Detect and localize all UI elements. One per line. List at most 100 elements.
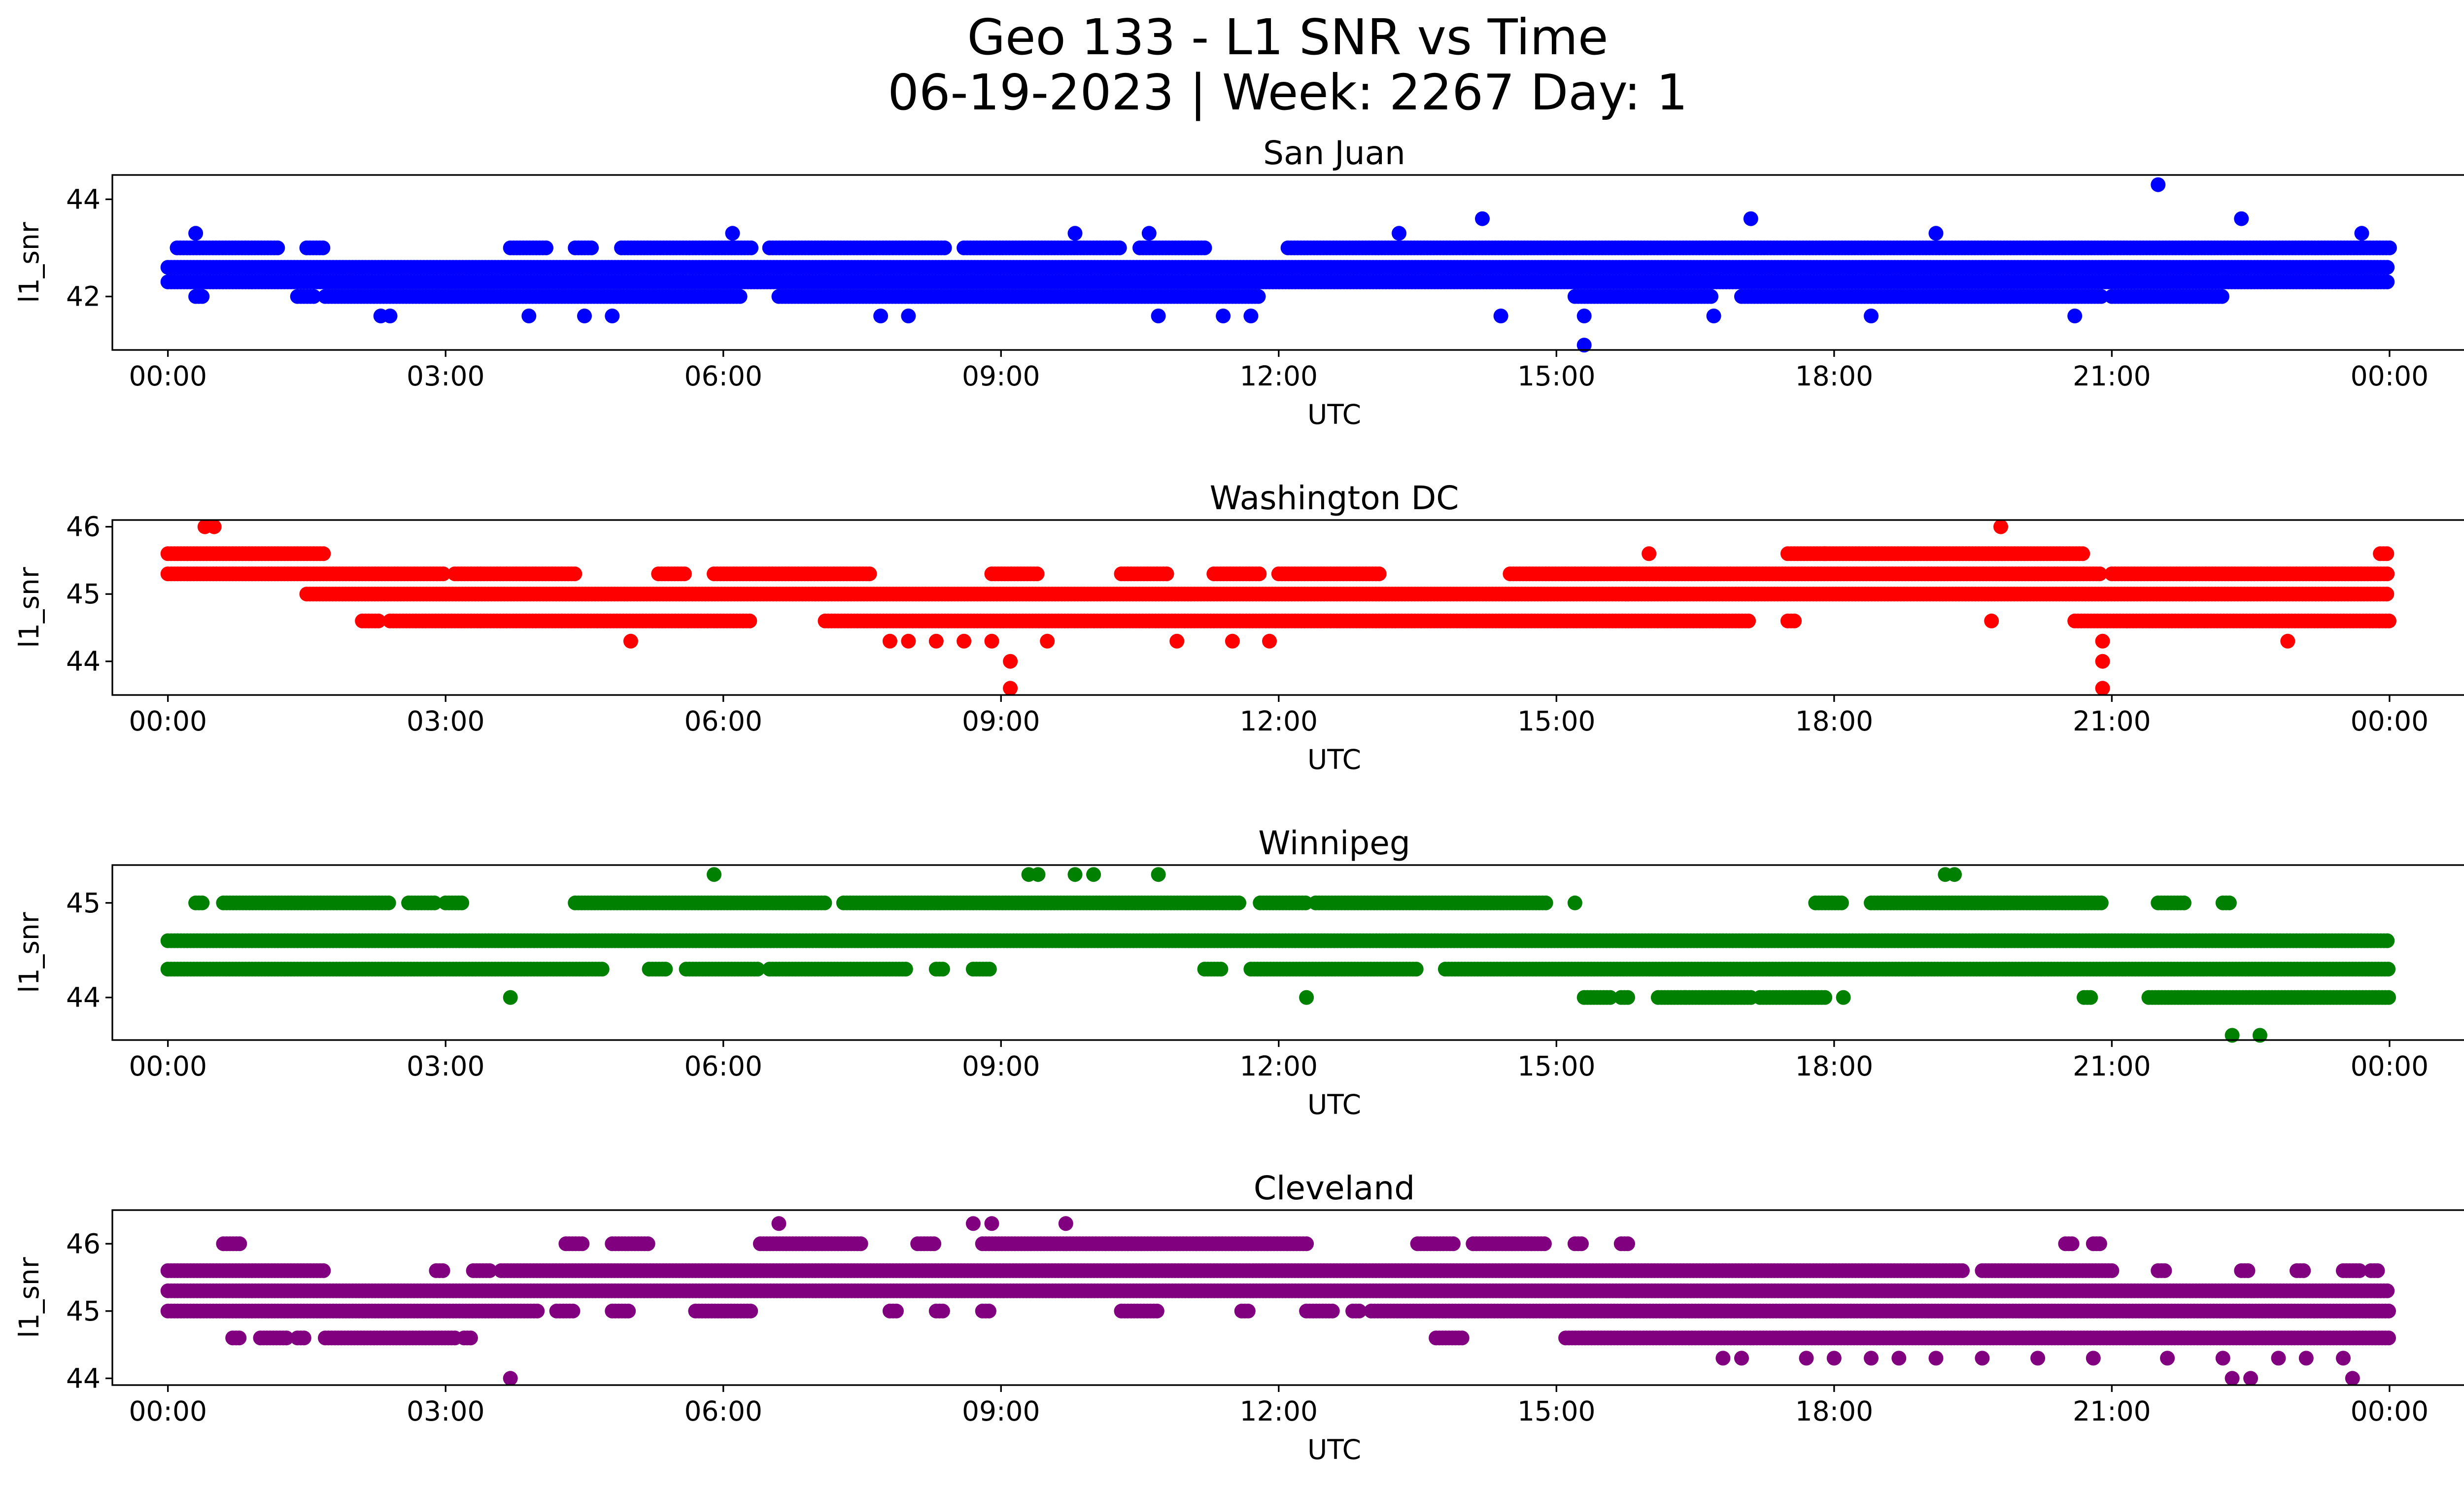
data-point xyxy=(2095,633,2110,649)
data-point xyxy=(2067,309,2083,323)
x-tick-label: 15:00 xyxy=(1517,360,1596,392)
data-point xyxy=(1141,226,1157,241)
data-point xyxy=(2379,587,2395,602)
data-point xyxy=(1225,633,1240,649)
data-point xyxy=(1251,289,1266,304)
data-point xyxy=(316,546,331,561)
y-tick-label: 45 xyxy=(66,578,101,610)
data-point xyxy=(725,226,740,241)
y-tick-label: 42 xyxy=(66,281,101,313)
data-point xyxy=(2380,274,2395,289)
x-tick-label: 12:00 xyxy=(1240,360,1318,392)
series-points xyxy=(160,519,2396,696)
data-point xyxy=(605,309,620,323)
data-point xyxy=(1159,566,1174,582)
data-point xyxy=(901,309,916,323)
data-point xyxy=(1864,309,1879,323)
data-point xyxy=(1928,226,1944,241)
figure-title-line2: 06-19-2023 | Week: 2267 Day: 1 xyxy=(888,64,1687,121)
data-point xyxy=(1743,211,1758,226)
x-tick-label: 06:00 xyxy=(684,705,762,737)
data-point xyxy=(584,240,599,255)
data-point xyxy=(577,309,592,323)
data-point xyxy=(1704,289,1718,304)
x-tick-label: 00:00 xyxy=(129,360,207,392)
data-point xyxy=(2151,177,2166,192)
figure-title-line1: Geo 133 - L1 SNR vs Time xyxy=(967,8,1608,66)
data-point xyxy=(984,633,999,649)
data-point xyxy=(744,240,759,255)
data-point xyxy=(1112,240,1127,255)
x-tick-label: 06:00 xyxy=(684,360,762,392)
data-point xyxy=(928,633,944,649)
data-point xyxy=(2381,613,2396,628)
data-point xyxy=(195,289,210,304)
data-point xyxy=(1706,309,1721,323)
data-point xyxy=(937,240,952,255)
data-point xyxy=(677,566,692,582)
series-points xyxy=(160,177,2397,353)
data-point xyxy=(901,633,916,649)
data-point xyxy=(270,240,285,255)
data-point xyxy=(1003,654,1018,669)
data-point xyxy=(2382,240,2397,255)
data-point xyxy=(2354,226,2369,241)
data-point xyxy=(2379,546,2395,561)
data-point xyxy=(2380,566,2395,582)
x-tick-label: 21:00 xyxy=(2073,360,2151,392)
data-point xyxy=(1252,566,1267,582)
data-point xyxy=(873,309,889,323)
data-point xyxy=(1741,613,1756,628)
data-point xyxy=(1817,546,1833,561)
data-point xyxy=(382,309,398,323)
data-point xyxy=(1576,309,1592,323)
data-point xyxy=(1392,226,1406,241)
data-point xyxy=(1262,633,1277,649)
data-point xyxy=(1475,211,1490,226)
panel-title: Washington DC xyxy=(1210,479,1459,517)
data-point xyxy=(539,240,553,255)
x-tick-label: 18:00 xyxy=(1795,705,1874,737)
data-point xyxy=(1371,566,1387,582)
x-tick-label: 18:00 xyxy=(1795,360,1874,392)
panel-title: Winnipeg xyxy=(1258,824,1410,862)
data-point xyxy=(206,519,222,534)
data-point xyxy=(1787,613,1802,628)
data-point xyxy=(957,633,972,649)
data-point xyxy=(2234,211,2249,226)
panel-title: San Juan xyxy=(1263,134,1405,172)
data-point xyxy=(1151,309,1166,323)
data-point xyxy=(1067,226,1083,241)
data-point xyxy=(521,309,537,323)
x-tick-label: 00:00 xyxy=(2351,705,2429,737)
data-point xyxy=(1040,633,1055,649)
x-tick-label: 09:00 xyxy=(962,360,1040,392)
y-axis-label: l1_snr xyxy=(13,567,45,648)
data-point xyxy=(732,289,748,304)
data-point xyxy=(742,613,757,628)
data-point xyxy=(567,566,582,582)
data-point xyxy=(2380,260,2395,275)
x-tick-label: 00:00 xyxy=(2351,360,2429,392)
data-point xyxy=(882,633,897,649)
data-point xyxy=(1003,681,1018,696)
data-point xyxy=(1984,613,1999,628)
data-point xyxy=(2075,546,2090,561)
data-point xyxy=(2214,289,2229,304)
x-axis-label: UTC xyxy=(1307,744,1361,775)
y-tick-label: 44 xyxy=(66,183,101,215)
y-tick-label: 46 xyxy=(66,511,101,543)
data-point xyxy=(2280,633,2295,649)
series-points xyxy=(160,867,2396,1043)
data-point xyxy=(1216,309,1231,323)
x-tick-label: 00:00 xyxy=(129,705,207,737)
data-point xyxy=(862,566,877,582)
data-point xyxy=(1993,519,2008,534)
data-point xyxy=(2095,654,2110,669)
data-point xyxy=(1642,546,1657,561)
x-tick-label: 03:00 xyxy=(407,705,485,737)
data-point xyxy=(2095,681,2110,696)
data-point xyxy=(1243,309,1259,323)
